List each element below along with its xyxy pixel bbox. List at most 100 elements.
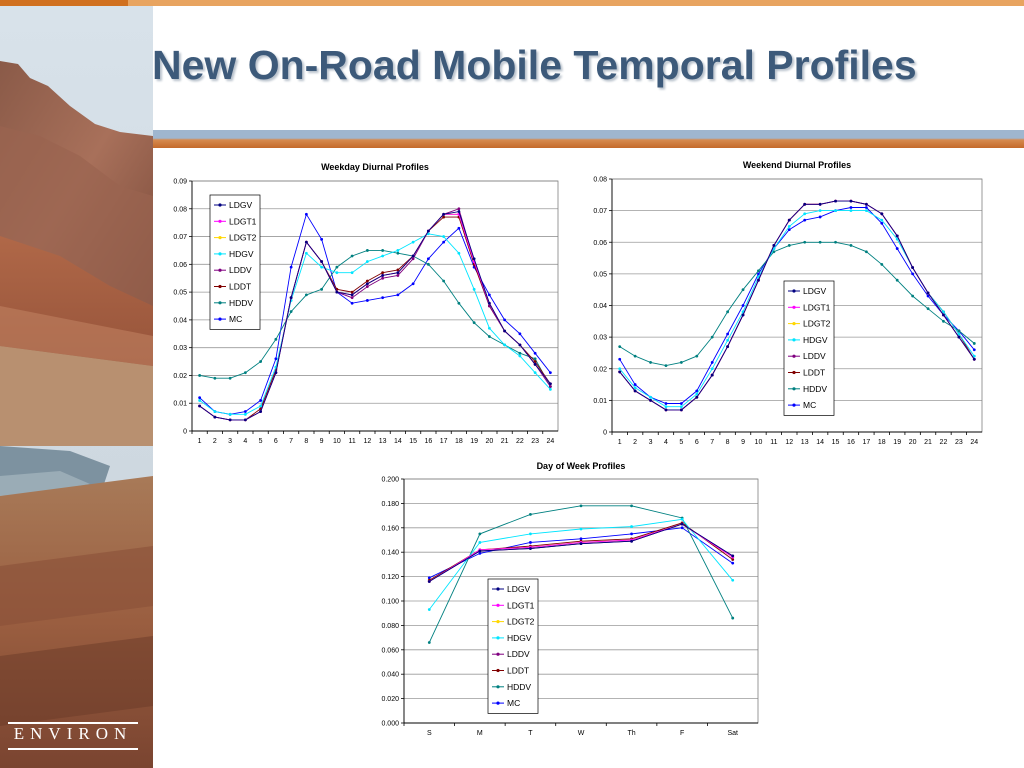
x-tick-label: 2 — [633, 439, 637, 446]
data-point-hddv — [381, 249, 385, 252]
legend-label-mc: MC — [803, 400, 816, 410]
data-point-ldgv — [726, 345, 730, 349]
data-point-hdgv — [320, 265, 324, 269]
legend-marker — [218, 203, 222, 207]
data-point-hdgv — [472, 287, 476, 291]
legend-label-hddv: HDDV — [229, 298, 253, 308]
legend-label-mc: MC — [229, 314, 242, 324]
x-tick-label: 13 — [801, 439, 809, 446]
data-point-hddv — [895, 278, 899, 282]
data-point-ldgv — [849, 199, 853, 203]
data-point-mc — [274, 357, 278, 361]
data-point-hddv — [787, 244, 791, 247]
data-point-hddv — [864, 250, 868, 254]
y-tick-label: 0.05 — [173, 290, 187, 297]
chart-title: Weekend Diurnal Profiles — [743, 160, 851, 170]
data-point-hddv — [518, 351, 522, 355]
data-point-hdgv — [710, 367, 714, 371]
data-point-hddv — [289, 310, 293, 313]
data-point-mc — [304, 212, 308, 216]
data-point-ldgv — [803, 202, 807, 206]
data-point-mc — [757, 272, 760, 276]
y-tick-label: 0.04 — [593, 303, 607, 310]
data-point-lddt — [396, 268, 400, 272]
x-tick-label: 20 — [909, 439, 917, 446]
data-point-mc — [457, 226, 461, 230]
data-point-ldgv — [695, 395, 699, 399]
legend-label-hdgv: HDGV — [803, 335, 828, 345]
legend-marker — [496, 668, 500, 673]
data-point-hdgv — [427, 608, 431, 611]
data-point-hddv — [633, 354, 637, 358]
x-tick-label: 17 — [862, 439, 870, 446]
data-point-hddv — [880, 262, 884, 266]
data-point-hdgv — [579, 527, 583, 531]
x-tick-label: 4 — [243, 438, 247, 445]
title-underline-bar — [153, 130, 1024, 148]
series-mc — [198, 212, 552, 416]
chart-title: Day of Week Profiles — [537, 461, 626, 471]
y-tick-label: 0.000 — [381, 721, 399, 728]
data-point-hddv — [957, 329, 961, 333]
series-line-ldgv — [199, 211, 551, 421]
data-point-ldgv — [818, 202, 822, 206]
data-point-mc — [695, 389, 699, 393]
data-point-ldgv — [787, 218, 791, 222]
legend-label-mc: MC — [507, 698, 520, 708]
data-point-hdgv — [957, 332, 961, 336]
data-point-lddv — [381, 276, 385, 280]
y-tick-label: 0.08 — [593, 177, 607, 184]
y-tick-label: 0.03 — [173, 345, 187, 352]
data-point-ldgv — [350, 293, 354, 297]
data-point-hdgv — [864, 209, 868, 213]
data-point-hdgv — [213, 410, 217, 413]
data-point-hdgv — [787, 225, 791, 228]
x-tick-label: 16 — [424, 438, 432, 445]
data-point-hddv — [630, 504, 633, 508]
legend-label-hdgv: HDGV — [229, 249, 254, 259]
data-point-mc — [365, 299, 369, 302]
data-point-hdgv — [381, 254, 385, 258]
data-point-hddv — [350, 254, 354, 258]
x-tick-label: 4 — [664, 439, 668, 446]
data-point-hddv — [618, 345, 622, 349]
data-point-ldgv — [618, 370, 622, 374]
data-point-mc — [911, 272, 915, 276]
x-tick-label: 15 — [409, 438, 417, 445]
legend-marker — [792, 370, 796, 375]
series-line-hddv — [619, 241, 975, 367]
x-tick-label: S — [427, 730, 432, 737]
data-point-lddt — [365, 279, 369, 283]
x-tick-label: 7 — [289, 438, 293, 445]
legend-marker — [496, 685, 500, 689]
data-point-hddv — [304, 293, 308, 297]
y-tick-label: 0.020 — [381, 696, 399, 703]
legend-marker — [218, 284, 222, 289]
series-mc — [427, 526, 735, 580]
data-point-mc — [618, 357, 622, 361]
legend-box — [783, 280, 835, 416]
data-point-hdgv — [633, 386, 637, 390]
legend-label-lddt: LDDT — [803, 368, 825, 378]
data-point-mc — [243, 410, 247, 413]
data-point-hddv — [579, 504, 583, 508]
data-point-ldgv — [731, 554, 735, 558]
data-point-mc — [664, 402, 668, 405]
data-point-hdgv — [834, 209, 837, 213]
legend-marker — [218, 301, 222, 305]
y-tick-label: 0.07 — [173, 234, 187, 241]
data-point-lddt — [442, 215, 446, 219]
data-point-hdgv — [695, 392, 699, 396]
x-tick-label: 10 — [333, 438, 341, 445]
series-line-hdgv — [428, 518, 734, 610]
legend-label-hddv: HDDV — [803, 384, 827, 394]
data-point-hddv — [649, 361, 652, 364]
x-tick-label: 22 — [940, 439, 948, 446]
x-tick-label: 2 — [213, 438, 217, 445]
x-tick-label: 8 — [726, 439, 730, 446]
data-point-hdgv — [618, 367, 622, 371]
data-point-hddv — [695, 354, 699, 358]
data-point-mc — [895, 247, 899, 250]
data-point-ldgv — [710, 373, 714, 377]
data-point-hddv — [972, 342, 976, 345]
